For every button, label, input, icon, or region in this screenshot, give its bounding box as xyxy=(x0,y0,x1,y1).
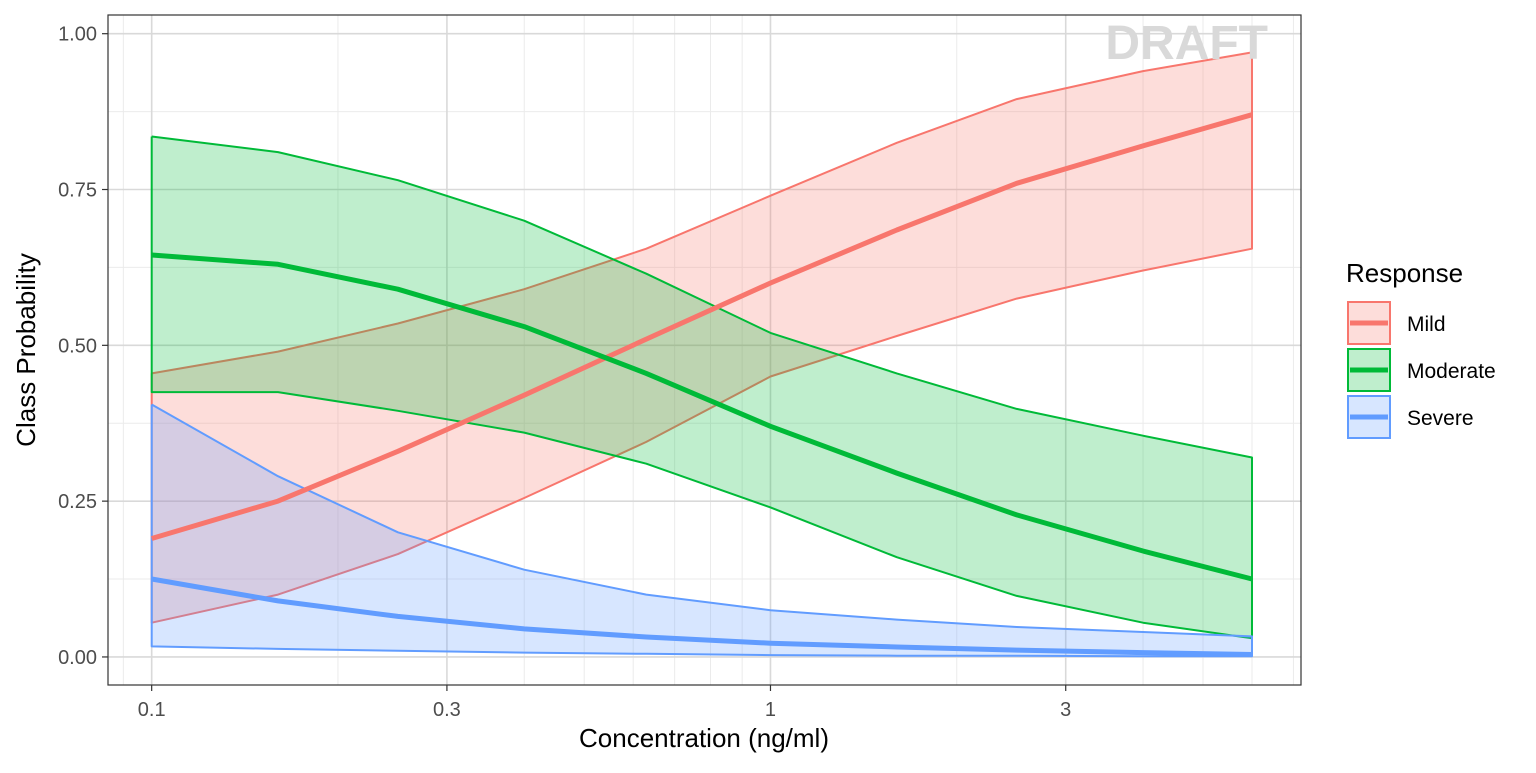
legend-label: Severe xyxy=(1407,407,1474,430)
x-tick-label: 0.3 xyxy=(433,699,461,721)
legend-label: Mild xyxy=(1407,313,1446,336)
ribbon-outline-severe xyxy=(150,403,1253,658)
x-tick-label: 0.1 xyxy=(138,699,166,721)
y-tick-label: 1.00 xyxy=(58,24,97,46)
y-axis: 0.00 0.25 0.50 0.75 1.00 xyxy=(58,24,108,669)
legend-label: Moderate xyxy=(1407,360,1496,383)
line-layer xyxy=(150,112,1253,657)
plot-background xyxy=(108,15,1301,685)
legend-items: Mild Moderate Severe xyxy=(1347,301,1496,439)
y-tick-label: 0.00 xyxy=(58,647,97,669)
legend-title: Response xyxy=(1346,258,1463,288)
legend-item-mild: Mild xyxy=(1347,301,1446,345)
y-axis-title: Class Probability xyxy=(11,253,41,447)
legend-item-severe: Severe xyxy=(1347,395,1474,439)
ribbon-layer xyxy=(150,51,1253,658)
ribbon-severe xyxy=(151,404,1253,657)
ribbon-mild xyxy=(151,52,1253,623)
legend: Response Mild Moderate Severe xyxy=(1346,258,1496,439)
legend-item-moderate: Moderate xyxy=(1347,348,1496,392)
y-tick-label: 0.25 xyxy=(58,491,97,513)
watermark-text: DRAFT xyxy=(1105,17,1268,70)
y-tick-label: 0.75 xyxy=(58,180,97,202)
y-tick-label: 0.50 xyxy=(58,335,97,357)
x-axis-title: Concentration (ng/ml) xyxy=(579,723,829,753)
line-severe xyxy=(151,576,1253,657)
line-moderate xyxy=(151,252,1253,582)
plot-border xyxy=(107,14,1302,686)
x-tick-label: 3 xyxy=(1060,699,1071,721)
ribbon-moderate xyxy=(151,136,1253,639)
ribbon-outline-mild xyxy=(150,51,1253,624)
grid-layer xyxy=(108,15,1301,685)
x-tick-label: 1 xyxy=(765,699,776,721)
x-axis: 0.1 0.3 1 3 xyxy=(138,685,1071,721)
line-mild xyxy=(150,112,1253,541)
